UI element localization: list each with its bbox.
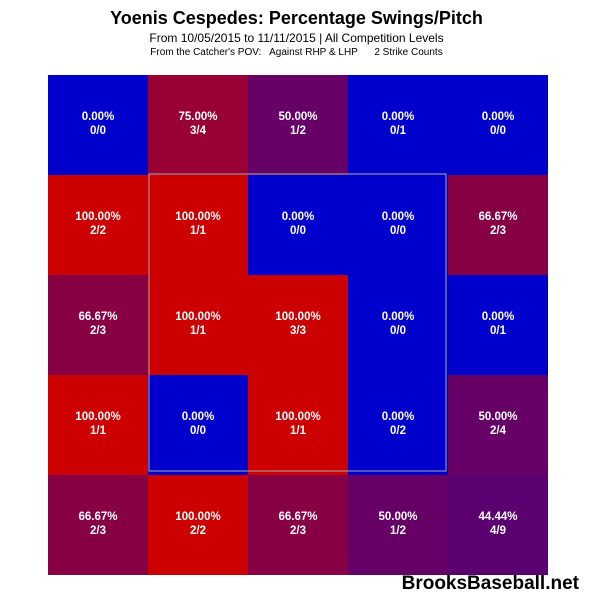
- zone-cell-pct-r1-c2: 75.00%: [178, 111, 217, 123]
- zone-cell-r2-c1: [48, 175, 148, 275]
- zone-cell-pct-r5-c4: 50.00%: [378, 511, 417, 523]
- zone-cell-r1-c2: [148, 75, 248, 175]
- zone-cell-count-r4-c2: 0/0: [190, 425, 206, 437]
- zone-cell-count-r5-c1: 2/3: [90, 525, 106, 537]
- zone-cell-count-r2-c2: 1/1: [190, 225, 207, 237]
- zone-cell-pct-r3-c4: 0.00%: [382, 311, 415, 323]
- zone-cell-pct-r3-c1: 66.67%: [78, 311, 117, 323]
- zone-cell-count-r3-c3: 3/3: [290, 325, 306, 337]
- zone-cell-count-r4-c3: 1/1: [290, 425, 307, 437]
- zone-cell-pct-r1-c5: 0.00%: [482, 111, 515, 123]
- zone-cell-pct-r4-c1: 100.00%: [75, 411, 120, 423]
- brooksbaseball-watermark: BrooksBaseball.net: [401, 573, 579, 594]
- strike-zone-outline: [148, 173, 447, 472]
- zone-cell-r4-c3: [248, 375, 348, 475]
- zone-cell-pct-r5-c1: 66.67%: [78, 511, 117, 523]
- zone-cell-count-r2-c4: 0/0: [390, 225, 406, 237]
- zone-cell-count-r5-c2: 2/2: [190, 525, 206, 537]
- zone-cell-pct-r4-c5: 50.00%: [478, 411, 517, 423]
- zone-cell-pct-r3-c2: 100.00%: [175, 311, 220, 323]
- zone-cell-pct-r4-c3: 100.00%: [275, 411, 320, 423]
- zone-cell-r3-c1: [48, 275, 148, 375]
- zone-cell-r2-c5: [448, 175, 548, 275]
- zone-cell-r3-c2: [148, 275, 248, 375]
- zone-cell-pct-r5-c3: 66.67%: [278, 511, 317, 523]
- zone-cell-pct-r2-c2: 100.00%: [175, 211, 220, 223]
- zone-cell-count-r3-c1: 2/3: [90, 325, 106, 337]
- zone-cell-count-r4-c1: 1/1: [90, 425, 107, 437]
- zone-cell-count-r5-c4: 1/2: [390, 525, 406, 537]
- zone-cell-count-r2-c3: 0/0: [290, 225, 306, 237]
- zone-cell-pct-r3-c5: 0.00%: [482, 311, 515, 323]
- zone-cell-r1-c1: [48, 75, 148, 175]
- zone-cell-pct-r2-c4: 0.00%: [382, 211, 415, 223]
- zone-cell-count-r3-c2: 1/1: [190, 325, 207, 337]
- zone-cell-pct-r5-c5: 44.44%: [478, 511, 517, 523]
- zone-cell-pct-r3-c3: 100.00%: [275, 311, 320, 323]
- zone-cell-count-r1-c4: 0/1: [390, 125, 407, 137]
- zone-cell-r4-c2: [148, 375, 248, 475]
- zone-cell-r1-c5: [448, 75, 548, 175]
- zone-cell-pct-r5-c2: 100.00%: [175, 511, 220, 523]
- zone-cell-r1-c3: [248, 75, 348, 175]
- heatmap-labels: 0.00% 0/0 75.00% 3/4 50.00% 1/2 0.00% 0/1 0.00% 0…: [75, 111, 517, 537]
- zone-cell-count-r2-c5: 2/3: [490, 225, 506, 237]
- zone-cell-count-r1-c1: 0/0: [90, 125, 106, 137]
- zone-cell-pct-r1-c1: 0.00%: [82, 111, 115, 123]
- zone-cell-r5-c5: [448, 475, 548, 575]
- zone-cell-r2-c2: [148, 175, 248, 275]
- zone-cell-r4-c4: [348, 375, 448, 475]
- zone-cell-r1-c4: [348, 75, 448, 175]
- chart-title: Yoenis Cespedes: Percentage Swings/Pitch: [110, 8, 483, 28]
- zone-cell-r3-c3: [248, 275, 348, 375]
- zone-cell-count-r4-c4: 0/2: [390, 425, 406, 437]
- zone-cell-count-r5-c5: 4/9: [490, 525, 506, 537]
- zone-cell-count-r4-c5: 2/4: [490, 425, 507, 437]
- zone-cell-r4-c5: [448, 375, 548, 475]
- heatmap-cells: [48, 75, 548, 575]
- zone-cell-count-r2-c1: 2/2: [90, 225, 106, 237]
- zone-cell-r5-c2: [148, 475, 248, 575]
- chart-info: From the Catcher's POV: Against RHP & LH…: [150, 47, 443, 58]
- zone-cell-count-r1-c5: 0/0: [490, 125, 506, 137]
- zone-cell-count-r1-c3: 1/2: [290, 125, 306, 137]
- zone-cell-r2-c4: [348, 175, 448, 275]
- zone-cell-pct-r2-c5: 66.67%: [478, 211, 517, 223]
- zone-cell-count-r3-c5: 0/1: [490, 325, 507, 337]
- zone-cell-pct-r4-c2: 0.00%: [182, 411, 215, 423]
- zone-cell-pct-r4-c4: 0.00%: [382, 411, 415, 423]
- zone-cell-count-r1-c2: 3/4: [190, 125, 207, 137]
- zone-cell-pct-r1-c4: 0.00%: [382, 111, 415, 123]
- zone-cell-r5-c1: [48, 475, 148, 575]
- zone-cell-r5-c3: [248, 475, 348, 575]
- zone-cell-pct-r2-c1: 100.00%: [75, 211, 120, 223]
- zone-cell-r3-c4: [348, 275, 448, 375]
- zone-cell-r4-c1: [48, 375, 148, 475]
- zone-cell-count-r5-c3: 2/3: [290, 525, 306, 537]
- zone-cell-r3-c5: [448, 275, 548, 375]
- zone-cell-r5-c4: [348, 475, 448, 575]
- zone-cell-count-r3-c4: 0/0: [390, 325, 406, 337]
- zone-cell-pct-r1-c3: 50.00%: [278, 111, 317, 123]
- zone-cell-pct-r2-c3: 0.00%: [282, 211, 315, 223]
- chart-subtitle: From 10/05/2015 to 11/11/2015 | All Comp…: [149, 31, 444, 45]
- zone-cell-r2-c3: [248, 175, 348, 275]
